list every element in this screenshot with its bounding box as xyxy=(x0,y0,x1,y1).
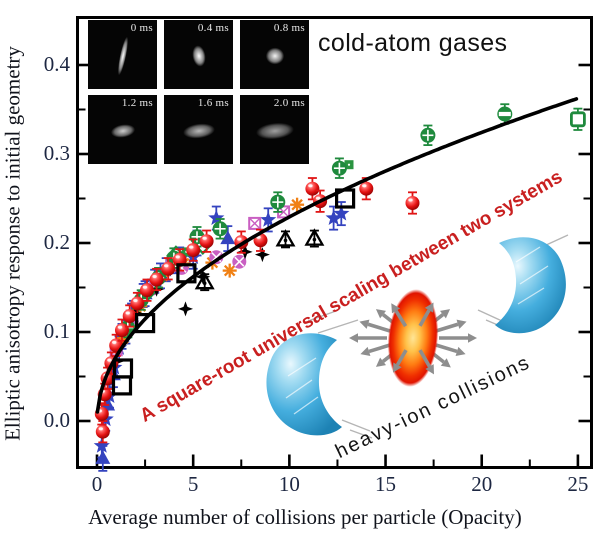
red-spheres-marker xyxy=(186,238,201,262)
x-tick-label: 5 xyxy=(187,472,199,496)
expansion-arrow xyxy=(359,319,391,333)
cold-atom-inset: 0 ms 0.4 ms 0.8 ms 1.2 ms 1.6 ms 2.0 ms xyxy=(88,20,309,164)
cold-atom-open-squares-marker xyxy=(335,188,356,209)
inset-time-label: 2.0 ms xyxy=(273,97,305,109)
expansion-arrow xyxy=(360,343,391,357)
expansion-arrow xyxy=(349,333,387,343)
expansion-arrow xyxy=(391,303,408,328)
y-tick-label: 0.1 xyxy=(43,319,70,343)
x-tick-label: 0 xyxy=(91,472,103,496)
x-tick-label: 10 xyxy=(278,472,300,496)
expansion-arrow xyxy=(418,302,434,327)
atom-cloud-blob xyxy=(113,29,132,83)
x-tick-label: 25 xyxy=(567,472,589,496)
right-nucleus xyxy=(495,237,566,334)
inset-time-label: 0.8 ms xyxy=(273,22,305,34)
green-hatched-circles-marker xyxy=(270,191,286,213)
red-spheres-marker xyxy=(199,229,214,253)
inset-panel: 0 ms xyxy=(88,20,157,89)
x-axis-label: Average number of collisions per particl… xyxy=(88,505,522,529)
expansion-arrow xyxy=(435,319,467,333)
green-open-square-marker xyxy=(570,107,586,131)
data-series-top xyxy=(111,107,586,396)
magenta-open-squares-marker xyxy=(248,216,262,230)
green-hatched-circles-marker xyxy=(212,218,228,240)
y-tick-label: 0.0 xyxy=(43,408,70,432)
inset-panel: 2.0 ms xyxy=(240,95,309,164)
green-small-squares-marker xyxy=(344,160,354,170)
green-hatched-circles-marker xyxy=(420,124,436,146)
atom-cloud-blob xyxy=(105,119,140,142)
y-tick-label: 0.3 xyxy=(43,141,70,165)
inset-time-label: 1.2 ms xyxy=(121,97,153,109)
plot-frame xyxy=(76,16,593,469)
left-nucleus xyxy=(266,333,342,436)
atom-cloud-blob xyxy=(176,118,221,143)
cold-atom-open-squares-marker xyxy=(112,358,134,379)
expansion-arrow xyxy=(393,349,408,373)
orange-asterisks-marker xyxy=(222,263,237,278)
axes-frame xyxy=(76,16,593,469)
black-open-triangles-marker xyxy=(194,271,215,292)
red-spheres-marker xyxy=(359,177,374,201)
black-open-triangles-marker xyxy=(304,228,325,248)
expansion-arrow xyxy=(418,349,434,375)
y-axis-label: Elliptic anisotropy response to initial … xyxy=(0,46,25,441)
x-tick-label: 20 xyxy=(471,472,493,496)
red-spheres-marker xyxy=(161,257,176,281)
atom-cloud-blob xyxy=(248,117,301,144)
expansion-arrow xyxy=(435,343,466,357)
cold-atom-open-squares-marker xyxy=(135,313,156,334)
black-jacks-marker xyxy=(178,301,193,317)
cold-atom-gases-label: cold-atom gases xyxy=(318,29,508,57)
red-spheres-marker xyxy=(140,278,154,302)
nucleus-hatch-lines xyxy=(285,246,549,415)
black-jacks-marker xyxy=(254,247,270,263)
green-hatched-circles-marker xyxy=(331,157,347,179)
inset-panel: 1.6 ms xyxy=(164,95,233,164)
y-tick-label: 0.4 xyxy=(43,52,70,76)
cold-atom-open-squares-marker xyxy=(176,263,197,284)
inset-time-label: 0.4 ms xyxy=(197,22,229,34)
inset-panel: 1.2 ms xyxy=(88,95,157,164)
orange-asterisks-marker xyxy=(290,197,305,212)
atom-cloud-blob xyxy=(187,40,210,72)
x-tick-label: 15 xyxy=(375,472,397,496)
heavy-ion-cartoon xyxy=(266,234,569,439)
magenta-hatched-circles-marker xyxy=(232,254,247,269)
y-tick-label: 0.2 xyxy=(43,230,70,254)
red-spheres-marker xyxy=(149,267,164,292)
inset-time-label: 0 ms xyxy=(130,22,153,34)
inset-time-label: 1.6 ms xyxy=(197,97,229,109)
black-open-triangles-marker xyxy=(275,229,296,249)
inset-panel: 0.8 ms xyxy=(240,20,309,89)
atom-cloud-blob xyxy=(262,44,287,67)
red-spheres-marker xyxy=(405,191,420,215)
collision-arrows-inner xyxy=(349,302,477,375)
green-hatched-circles-marker xyxy=(497,103,513,125)
expansion-arrow xyxy=(439,333,477,343)
inset-panel: 0.4 ms xyxy=(164,20,233,89)
